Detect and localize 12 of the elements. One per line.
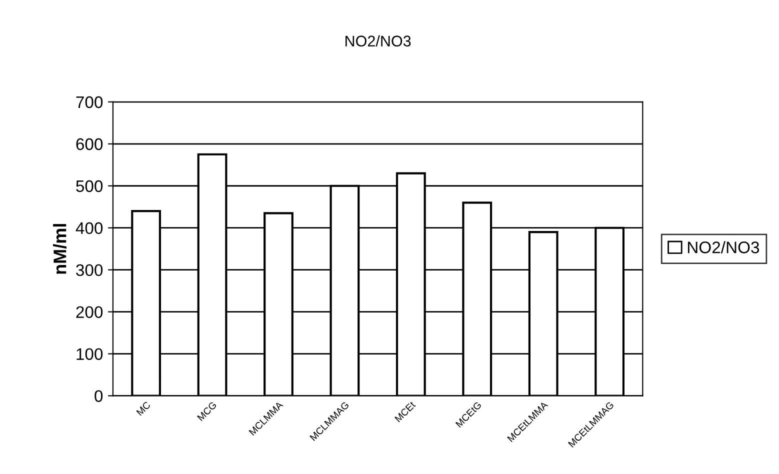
y-tick-label: 200 [76,306,103,318]
y-tick-label: 500 [76,180,103,192]
y-tick-label: 400 [76,222,103,234]
y-tick-label: 700 [76,96,103,108]
y-axis-title: nM/ml [53,224,66,274]
y-tick-label: 0 [94,390,103,402]
y-tick-label: 600 [76,138,103,150]
chart-title: NO2/NO3 [346,35,411,47]
legend-label: NO2/NO3 [688,241,760,254]
x-tick-label: MC [136,401,151,416]
y-tick-label: 300 [76,264,103,276]
y-tick-label: 100 [76,348,103,360]
